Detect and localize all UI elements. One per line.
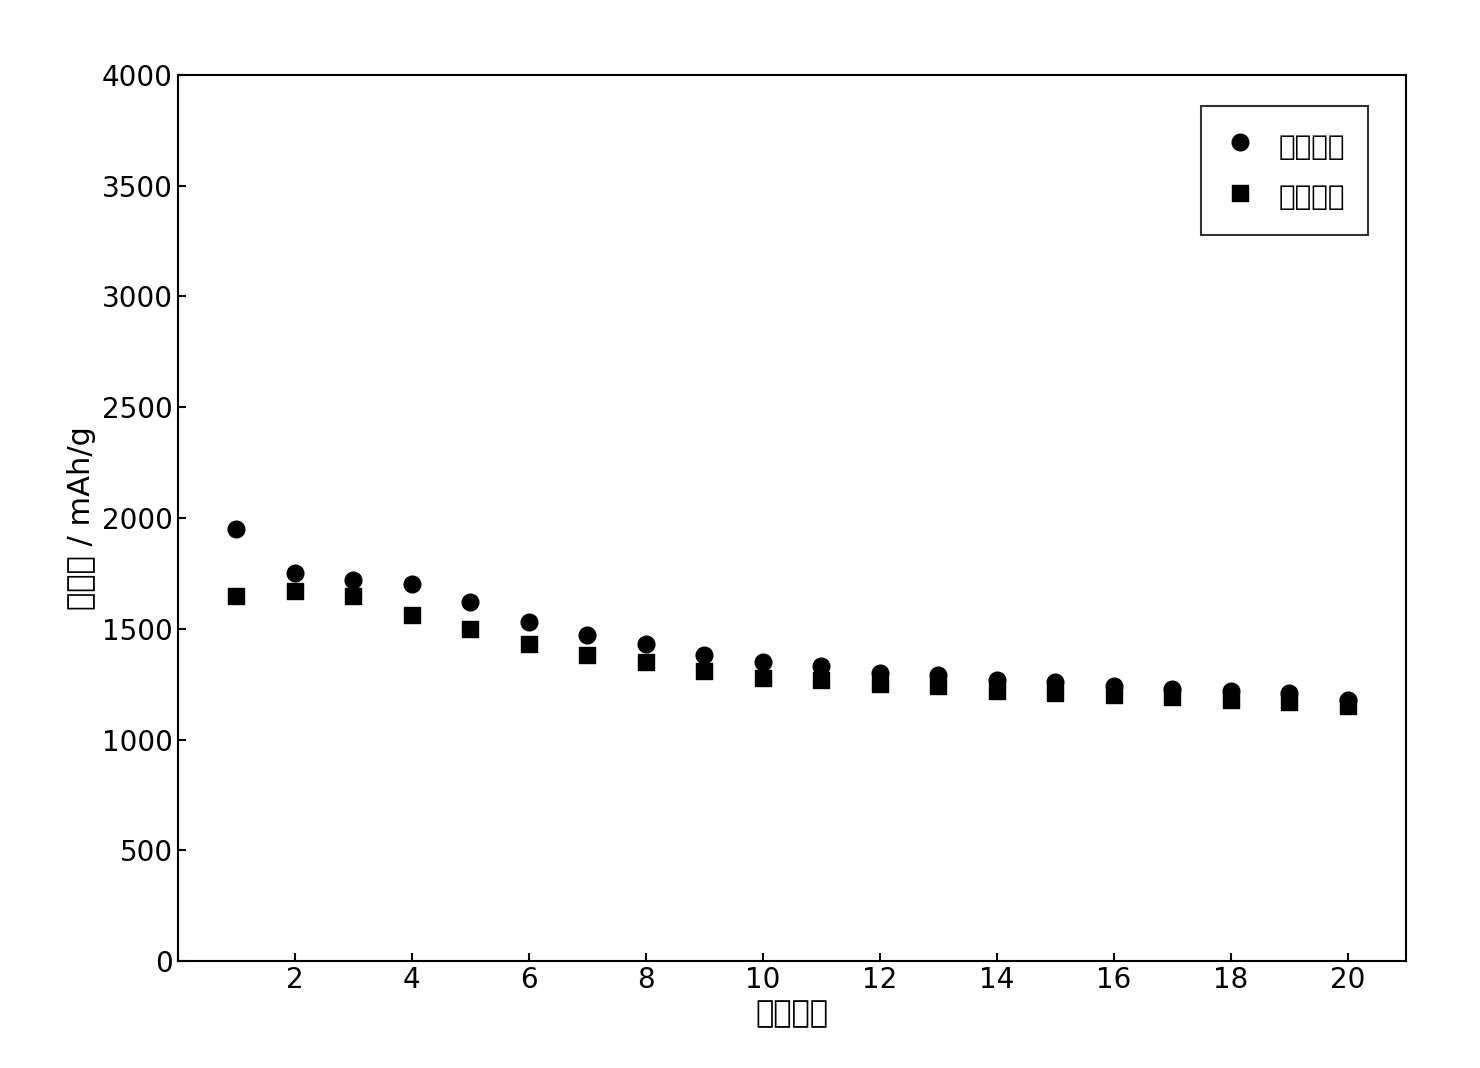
放电容量 [926, 666, 950, 684]
放电容量 [867, 664, 891, 681]
Legend: 放电容量, 充电容量: 放电容量, 充电容量 [1202, 107, 1368, 235]
充电容量 [1160, 689, 1184, 706]
充电容量 [984, 682, 1008, 700]
充电容量 [1101, 687, 1125, 704]
充电容量 [1218, 691, 1242, 708]
放电容量 [693, 647, 716, 664]
X-axis label: 循环次数: 循环次数 [755, 1000, 829, 1028]
放电容量 [342, 571, 366, 588]
充电容量 [750, 669, 774, 686]
充电容量 [926, 678, 950, 695]
充电容量 [633, 654, 657, 671]
Y-axis label: 比容量 / mAh/g: 比容量 / mAh/g [67, 426, 96, 610]
充电容量 [1277, 693, 1301, 710]
充电容量 [867, 676, 891, 693]
充电容量 [810, 671, 833, 688]
充电容量 [400, 607, 423, 624]
放电容量 [1277, 685, 1301, 702]
放电容量 [1160, 680, 1184, 697]
放电容量 [750, 654, 774, 671]
放电容量 [810, 658, 833, 675]
放电容量 [1335, 691, 1359, 708]
充电容量 [517, 635, 540, 653]
充电容量 [225, 587, 249, 604]
放电容量 [225, 520, 249, 537]
放电容量 [1043, 674, 1067, 691]
充电容量 [1043, 685, 1067, 702]
放电容量 [1101, 678, 1125, 695]
充电容量 [342, 587, 366, 604]
放电容量 [400, 576, 423, 593]
充电容量 [693, 662, 716, 679]
放电容量 [283, 565, 306, 582]
放电容量 [517, 614, 540, 631]
放电容量 [1218, 682, 1242, 700]
充电容量 [283, 582, 306, 599]
放电容量 [459, 594, 482, 611]
充电容量 [459, 621, 482, 638]
放电容量 [984, 671, 1008, 688]
充电容量 [1335, 697, 1359, 714]
放电容量 [576, 627, 599, 644]
充电容量 [576, 647, 599, 664]
放电容量 [633, 635, 657, 653]
